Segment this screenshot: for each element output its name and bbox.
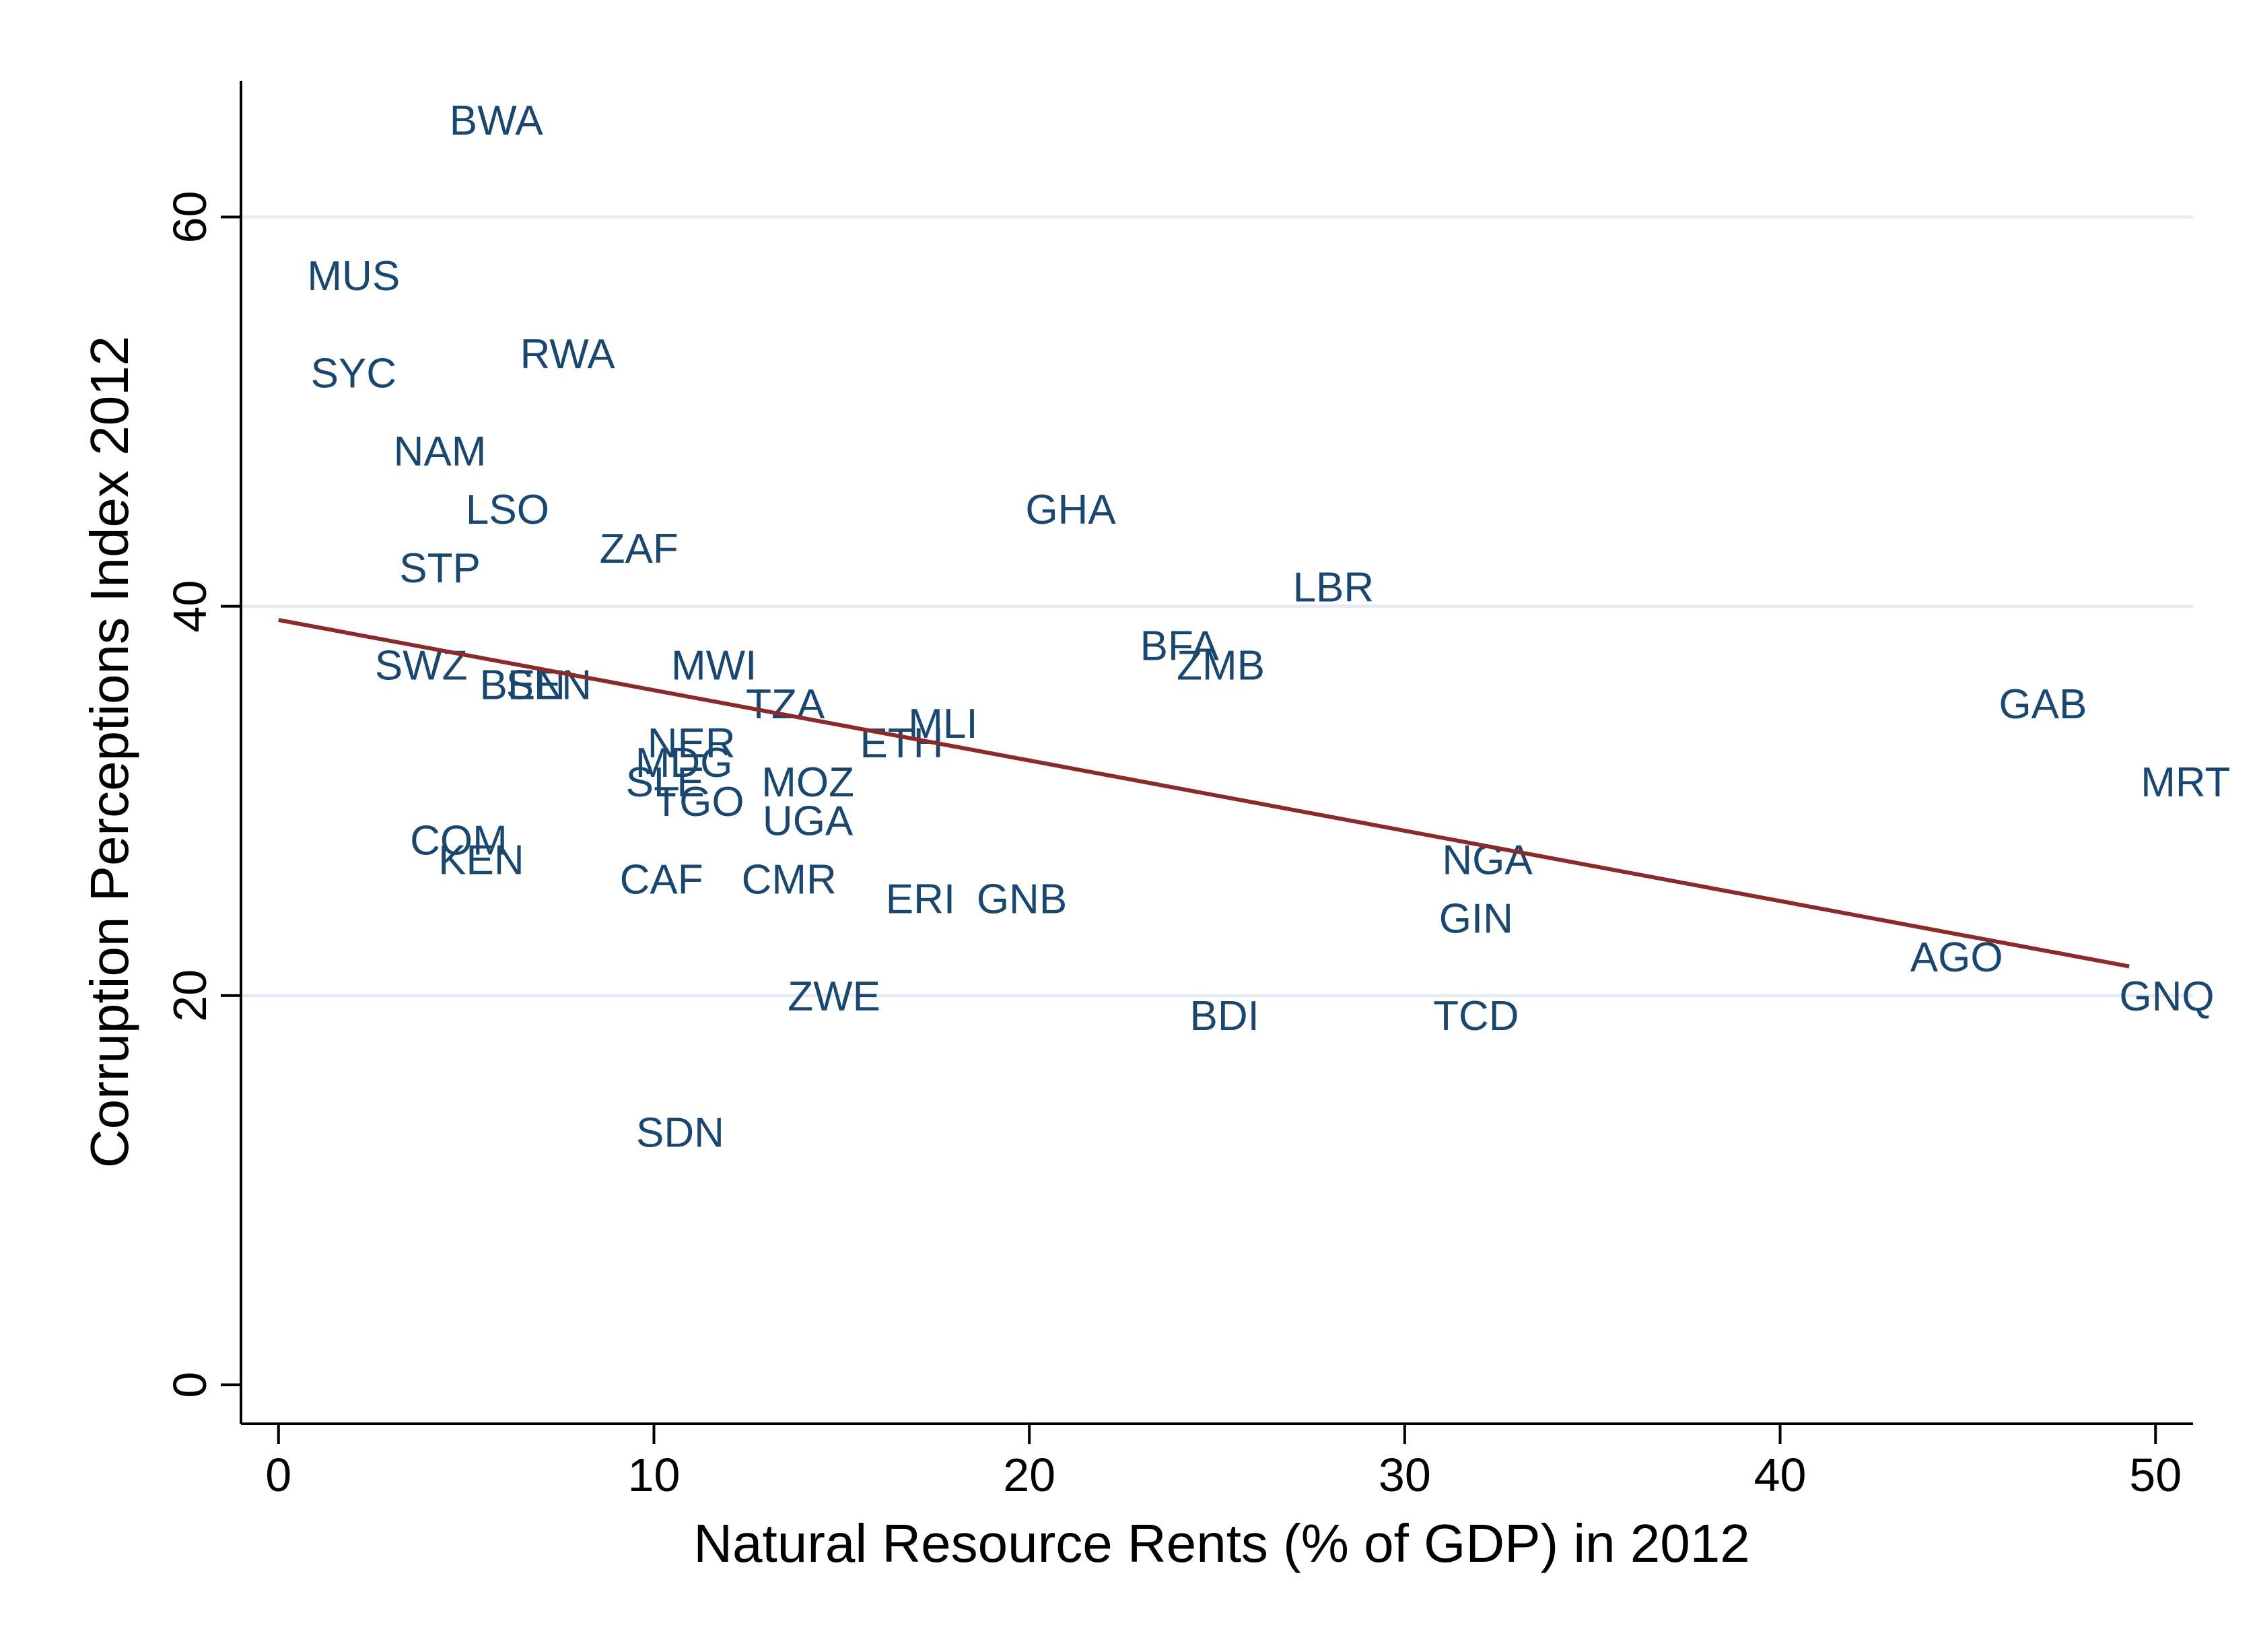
gridlines [241, 215, 2193, 998]
point-uga: UGA [763, 798, 854, 845]
point-moz: MOZ [761, 759, 854, 806]
point-bdi: BDI [1189, 993, 1259, 1039]
point-bfa: BFA [1140, 623, 1220, 669]
point-lbr: LBR [1293, 565, 1375, 611]
point-ner: NER [648, 720, 736, 767]
point-gnq: GNQ [2119, 973, 2214, 1020]
point-gnb: GNB [977, 876, 1067, 922]
x-tick-label: 0 [265, 1449, 291, 1501]
x-tick-label: 20 [1003, 1449, 1055, 1501]
y-axis-title: Corruption Perceptions Index 2012 [79, 336, 139, 1168]
point-ken: KEN [438, 837, 524, 884]
x-tick-label: 50 [2129, 1449, 2182, 1501]
point-gin: GIN [1439, 895, 1513, 942]
y-tick-label: 60 [164, 191, 216, 243]
point-eri: ERI [886, 876, 955, 922]
x-axis-ticks: 0 10 20 30 40 50 [265, 1424, 2182, 1501]
point-nga: NGA [1442, 837, 1533, 884]
point-syc: SYC [311, 351, 396, 397]
point-mrt: MRT [2141, 759, 2230, 806]
point-nam: NAM [394, 428, 487, 475]
point-zwe: ZWE [788, 973, 880, 1020]
point-mdg: MDG [635, 740, 733, 786]
y-tick-label: 20 [164, 969, 216, 1022]
point-rwa: RWA [520, 331, 616, 378]
point-zmb: ZMB [1177, 642, 1265, 689]
point-sdn: SDN [636, 1109, 724, 1156]
point-lso: LSO [466, 487, 549, 533]
point-mus: MUS [307, 253, 400, 300]
point-cmr: CMR [742, 856, 837, 903]
point-sle: SLE [626, 759, 705, 806]
point-gab: GAB [1999, 681, 2087, 728]
x-tick-label: 30 [1379, 1449, 1431, 1501]
point-ago: AGO [1910, 934, 2003, 981]
point-mwi: MWI [671, 642, 757, 689]
y-tick-label: 40 [164, 580, 216, 633]
y-tick-label: 0 [164, 1372, 216, 1398]
y-axis-ticks: 0 20 40 60 [164, 191, 241, 1398]
point-stp: STP [399, 545, 481, 592]
fit-line [278, 617, 2130, 969]
point-com: COM [410, 818, 508, 864]
point-tcd: TCD [1433, 993, 1519, 1039]
x-tick-label: 10 [628, 1449, 681, 1501]
x-axis-title: Natural Resource Rents (% of GDP) in 201… [693, 1513, 1750, 1573]
point-swz: SWZ [375, 642, 468, 689]
point-tgo: TGO [654, 779, 744, 825]
point-gha: GHA [1025, 487, 1116, 533]
point-bwa: BWA [450, 98, 544, 144]
x-tick-label: 40 [1754, 1449, 1807, 1501]
point-caf: CAF [620, 856, 703, 903]
point-zaf: ZAF [600, 526, 679, 572]
